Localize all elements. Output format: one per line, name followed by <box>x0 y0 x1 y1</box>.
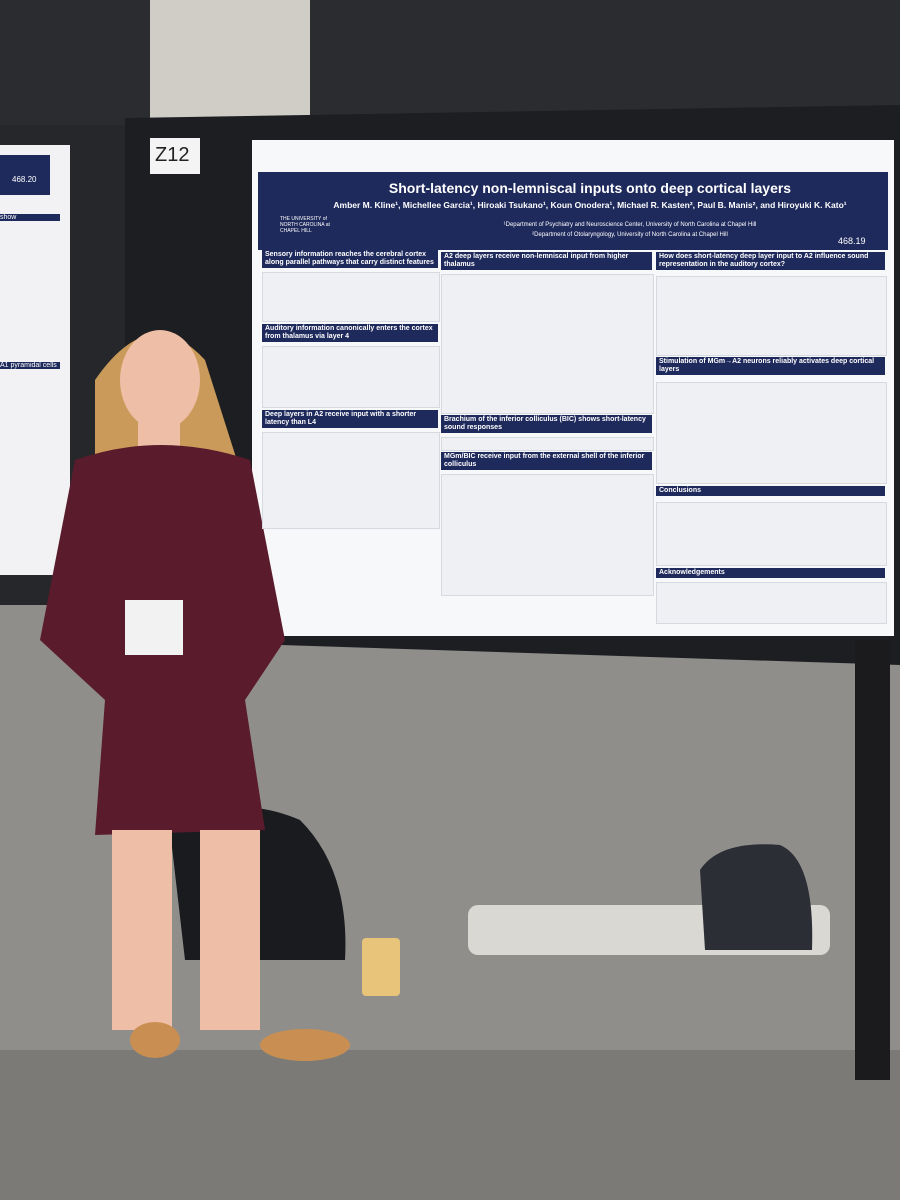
left-poster <box>0 145 70 575</box>
left-leg <box>112 830 172 1030</box>
figure-panel <box>262 432 440 529</box>
section-heading: Conclusions <box>656 486 885 496</box>
drink-cup <box>362 938 400 996</box>
figure-panel <box>656 382 887 484</box>
figure-panel <box>656 276 887 356</box>
affiliation: ¹Department of Psychiatry and Neuroscien… <box>503 222 757 228</box>
left-poster-banner <box>0 155 50 195</box>
pillar <box>150 0 310 125</box>
affiliation: ²Department of Otolaryngology, Universit… <box>532 232 728 238</box>
figure-panel <box>441 474 654 596</box>
left-poster-fragment: A1 pyramidal cells <box>0 362 60 369</box>
title-banner <box>258 172 888 250</box>
figure-panel <box>656 582 887 624</box>
right-leg <box>200 830 260 1030</box>
face <box>120 330 200 430</box>
left-poster-id: 468.20 <box>12 175 37 184</box>
figure-panel <box>656 502 887 566</box>
left-poster-fragment: show <box>0 214 60 221</box>
board-sign <box>150 138 200 174</box>
figure-panel <box>441 274 654 414</box>
poster-authors: Amber M. Kline¹, Michellee Garcia¹, Hiro… <box>333 200 847 210</box>
section-heading: A2 deep layers receive non-lemniscal inp… <box>441 252 652 270</box>
section-heading: Stimulation of MGm→A2 neurons reliably a… <box>656 357 885 375</box>
carpet-shadow <box>0 1050 900 1200</box>
section-heading: Brachium of the inferior colliculus (BIC… <box>441 415 652 433</box>
section-heading: Acknowledgements <box>656 568 885 578</box>
figure-panel <box>262 272 440 322</box>
figure-panel <box>441 437 654 451</box>
section-heading: Deep layers in A2 receive input with a s… <box>262 410 438 428</box>
board-number: Z12 <box>155 144 190 166</box>
badge <box>125 600 183 655</box>
section-heading: Auditory information canonically enters … <box>262 324 438 342</box>
university-logo: THE UNIVERSITY of NORTH CAROLINA at CHAP… <box>280 216 330 234</box>
left-shoe <box>130 1022 180 1058</box>
section-heading: Sensory information reaches the cerebral… <box>262 250 438 268</box>
section-heading: How does short-latency deep layer input … <box>656 252 885 270</box>
poster-title: Short-latency non-lemniscal inputs onto … <box>388 180 792 196</box>
backpack <box>700 844 813 950</box>
board-leg <box>855 640 890 1080</box>
section-heading: MGm/BIC receive input from the external … <box>441 452 652 470</box>
poster-id: 468.19 <box>838 236 866 246</box>
figure-panel <box>262 346 440 408</box>
right-shoe <box>260 1029 350 1061</box>
